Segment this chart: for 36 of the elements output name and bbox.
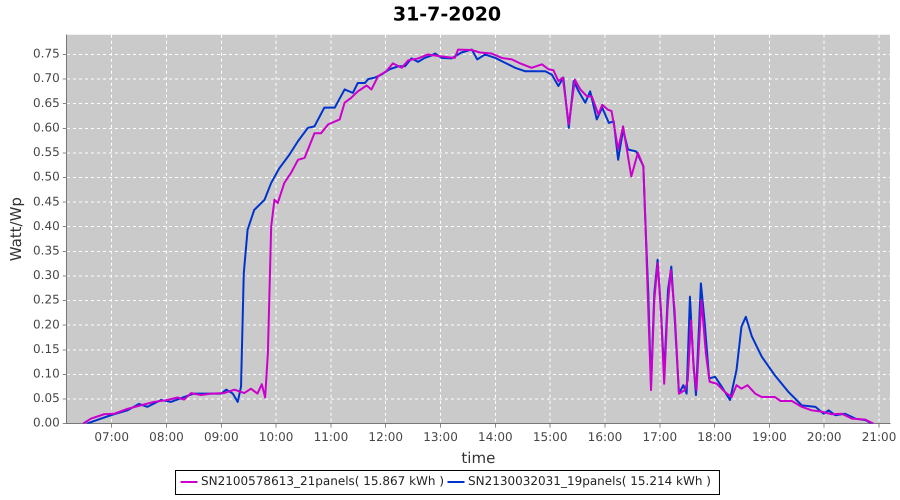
- x-tick-label: 12:00: [368, 430, 404, 444]
- y-tick-label: 0.15: [33, 342, 60, 356]
- x-tick-label: 21:00: [862, 430, 896, 444]
- y-tick-label: 0.30: [33, 268, 60, 282]
- x-tick-label: 11:00: [314, 430, 348, 444]
- y-tick-label: 0.65: [33, 96, 60, 110]
- y-tick-label: 0.40: [33, 218, 60, 233]
- x-tick-label: 10:00: [258, 430, 294, 444]
- y-tick-label: 0.35: [33, 243, 60, 258]
- x-tick-label: 20:00: [806, 430, 842, 444]
- y-tick-label: 0.25: [33, 292, 60, 307]
- legend-label: SN2130032031_19panels( 15.214 kWh ): [468, 474, 711, 488]
- x-tick-label: 16:00: [588, 430, 622, 444]
- y-tick-label: 0.05: [33, 391, 60, 406]
- y-tick-label: 0.70: [33, 71, 60, 86]
- x-tick-label: 13:00: [423, 430, 458, 444]
- x-tick-label: 18:00: [697, 430, 732, 444]
- y-tick-label: 0.50: [33, 170, 60, 184]
- x-tick-label: 19:00: [752, 430, 787, 444]
- chart-title: 31-7-2020: [392, 3, 502, 26]
- y-tick-label: 0.00: [33, 416, 60, 430]
- y-tick-label: 0.10: [33, 366, 60, 381]
- legend-label: SN2100578613_21panels( 15.867 kWh ): [201, 474, 444, 488]
- x-tick-label: 07:00: [94, 430, 129, 444]
- y-tick-label: 0.20: [33, 317, 60, 332]
- y-tick-label: 0.75: [33, 46, 60, 61]
- x-tick-label: 15:00: [532, 430, 568, 444]
- x-tick-label: 09:00: [204, 430, 239, 444]
- y-tick-label: 0.60: [33, 120, 60, 134]
- y-tick-label: 0.45: [33, 194, 60, 208]
- x-axis-title: time: [461, 448, 496, 467]
- x-tick-label: 14:00: [478, 430, 513, 444]
- x-tick-label: 17:00: [642, 430, 678, 444]
- y-tick-label: 0.55: [33, 145, 60, 160]
- x-tick-label: 08:00: [149, 430, 184, 444]
- y-axis-title: Watt/Wp: [6, 197, 25, 262]
